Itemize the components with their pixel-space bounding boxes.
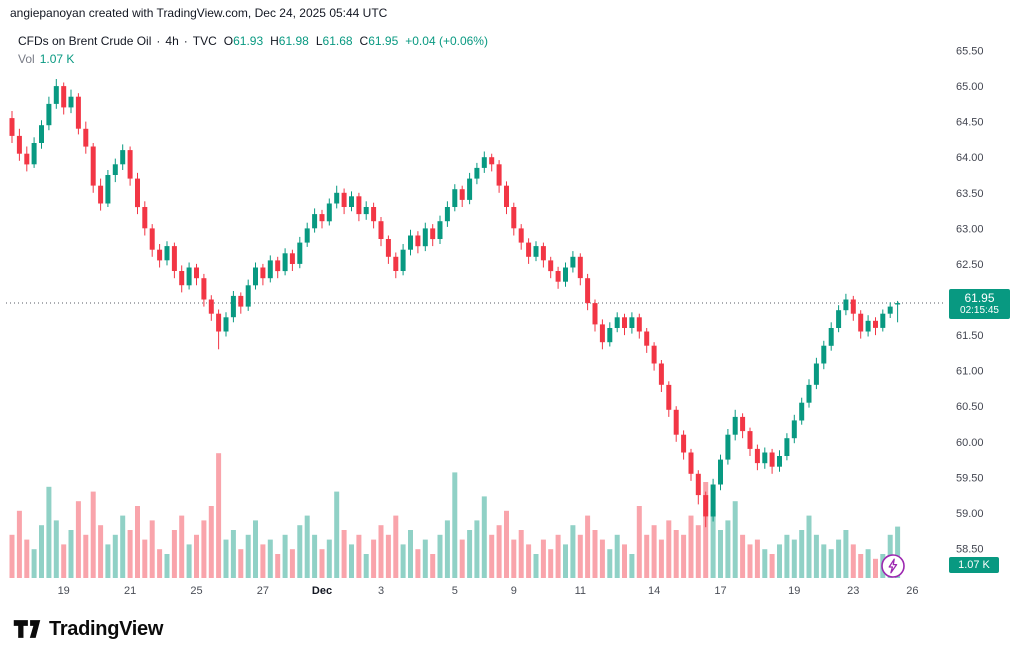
svg-text:17: 17	[714, 585, 726, 597]
svg-text:65.50: 65.50	[956, 46, 984, 58]
flash-icon[interactable]	[879, 552, 907, 580]
volume-axis-badge: 1.07 K	[949, 557, 999, 573]
tradingview-logo[interactable]: TradingView	[12, 616, 163, 642]
svg-text:59.00: 59.00	[956, 508, 984, 520]
svg-text:59.50: 59.50	[956, 472, 984, 484]
volume-value: 1.07 K	[39, 51, 75, 66]
svg-text:27: 27	[257, 585, 269, 597]
volume-label[interactable]: Vol	[18, 51, 35, 66]
last-price-value: 61.95	[964, 291, 995, 306]
high-value: H61.98	[270, 33, 309, 48]
svg-text:23: 23	[847, 585, 859, 597]
snapshot-attribution: angiepanoyan created with TradingView.co…	[10, 6, 388, 20]
change-value: +0.04 (+0.06%)	[405, 33, 488, 48]
tradingview-logo-text: TradingView	[49, 617, 164, 640]
svg-text:14: 14	[648, 585, 660, 597]
svg-text:26: 26	[906, 585, 918, 597]
svg-text:5: 5	[452, 585, 458, 597]
svg-text:21: 21	[124, 585, 136, 597]
bar-countdown: 02:15:45	[960, 305, 999, 317]
svg-text:Dec: Dec	[312, 585, 332, 597]
svg-text:65.00: 65.00	[956, 81, 984, 93]
symbol-title[interactable]: CFDs on Brent Crude Oil	[18, 33, 152, 48]
svg-text:64.00: 64.00	[956, 152, 984, 164]
last-price-badge: 61.95 02:15:45	[949, 289, 1010, 320]
svg-text:19: 19	[788, 585, 800, 597]
svg-text:63.50: 63.50	[956, 188, 984, 200]
svg-text:11: 11	[575, 585, 586, 597]
svg-text:62.50: 62.50	[956, 259, 984, 271]
svg-text:61.00: 61.00	[956, 366, 984, 378]
open-value: O61.93	[223, 33, 264, 48]
svg-text:19: 19	[58, 585, 70, 597]
svg-text:58.50: 58.50	[956, 544, 984, 556]
svg-text:9: 9	[511, 585, 517, 597]
svg-text:3: 3	[378, 585, 384, 597]
volume-row: Vol 1.07 K	[18, 50, 488, 67]
svg-text:63.00: 63.00	[956, 223, 984, 235]
tradingview-logo-icon	[13, 620, 41, 638]
svg-text:64.50: 64.50	[956, 117, 984, 129]
exchange-label: TVC	[192, 33, 217, 48]
separator-dot: ·	[183, 33, 188, 48]
low-value: L61.68	[315, 33, 353, 48]
svg-text:60.00: 60.00	[956, 437, 984, 449]
svg-text:25: 25	[190, 585, 202, 597]
svg-text:61.50: 61.50	[956, 330, 984, 342]
symbol-row: CFDs on Brent Crude Oil · 4h · TVC O61.9…	[18, 32, 488, 49]
separator-dot: ·	[156, 33, 161, 48]
interval-label[interactable]: 4h	[165, 33, 179, 48]
close-value: C61.95	[359, 33, 399, 48]
chart-legend: CFDs on Brent Crude Oil · 4h · TVC O61.9…	[18, 32, 488, 67]
svg-text:60.50: 60.50	[956, 401, 984, 413]
